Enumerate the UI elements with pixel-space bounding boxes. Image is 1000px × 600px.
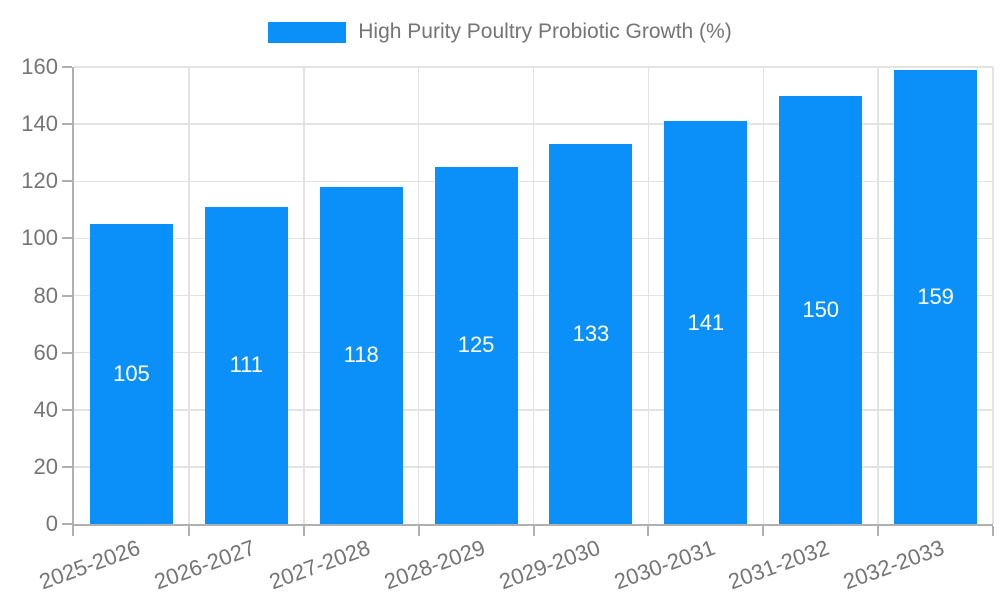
y-axis-tick	[62, 294, 72, 297]
y-tick-label: 0	[45, 511, 58, 536]
x-axis-tick	[992, 526, 994, 536]
bar-value-label: 159	[917, 283, 954, 309]
x-axis-tick	[417, 526, 420, 536]
x-tick-label: 2031-2032	[725, 534, 833, 595]
chart-legend[interactable]: High Purity Poultry Probiotic Growth (%)	[0, 20, 1000, 44]
v-gridline	[303, 67, 305, 524]
v-gridline	[532, 67, 535, 524]
y-tick-label: 20	[33, 453, 58, 479]
x-axis-tick	[877, 526, 880, 536]
bar-value-label: 111	[229, 352, 264, 378]
bar[interactable]	[549, 144, 633, 524]
y-tick-label: 60	[33, 339, 58, 365]
v-gridline	[877, 67, 879, 524]
y-tick-label: 120	[21, 168, 58, 194]
y-axis-tick	[62, 237, 72, 240]
x-tick-label: 2032-2033	[840, 534, 948, 595]
y-tick-label: 40	[33, 396, 58, 422]
x-axis-line	[72, 524, 993, 526]
x-tick-label: 2027-2028	[265, 534, 374, 595]
bar[interactable]	[779, 95, 863, 524]
y-tick-label: 140	[21, 111, 58, 137]
y-axis-tick	[62, 465, 72, 468]
bar-value-label: 150	[802, 296, 840, 322]
x-axis-tick	[532, 526, 535, 536]
v-gridline	[992, 67, 994, 524]
y-axis-tick	[62, 123, 72, 126]
v-gridline	[417, 67, 420, 524]
bar[interactable]	[894, 69, 978, 524]
y-axis-tick	[62, 523, 72, 525]
bar-value-label: 118	[343, 342, 379, 368]
bar[interactable]	[89, 224, 173, 524]
v-gridline	[188, 67, 190, 524]
plot-area: 0 20 40 60 80 100 120 140 160 105 2025-2026 111 2026…	[21, 54, 994, 594]
v-gridline	[762, 67, 764, 524]
y-tick-label: 100	[21, 225, 58, 251]
x-axis-tick	[302, 526, 305, 536]
bar[interactable]	[319, 186, 403, 524]
bar-value-label: 105	[113, 361, 150, 387]
y-axis-line	[72, 67, 74, 536]
x-tick-label: 2026-2027	[150, 534, 259, 595]
x-axis-tick	[762, 526, 765, 536]
x-axis-tick	[187, 526, 190, 536]
x-tick-label: 2028-2029	[380, 534, 489, 595]
bar-value-label: 125	[457, 332, 495, 358]
v-gridline	[647, 67, 650, 524]
x-axis-tick	[647, 526, 650, 536]
y-axis-tick	[62, 180, 72, 183]
y-tick-label: 80	[33, 282, 58, 308]
legend-label: High Purity Poultry Probiotic Growth (%)	[358, 20, 732, 43]
x-tick-label: 2025-2026	[36, 534, 144, 595]
bar[interactable]	[204, 206, 288, 524]
x-tick-label: 2030-2031	[610, 534, 718, 595]
y-axis-tick	[62, 351, 72, 354]
y-axis-tick	[62, 66, 72, 68]
bar-value-label: 141	[687, 309, 725, 335]
x-tick-label: 2029-2030	[495, 534, 604, 595]
bar-value-label: 133	[572, 321, 610, 347]
bar[interactable]	[434, 166, 518, 524]
y-axis-tick	[62, 408, 72, 411]
legend-swatch-icon	[268, 21, 347, 43]
bar[interactable]	[664, 121, 748, 524]
y-tick-label: 160	[21, 54, 58, 79]
